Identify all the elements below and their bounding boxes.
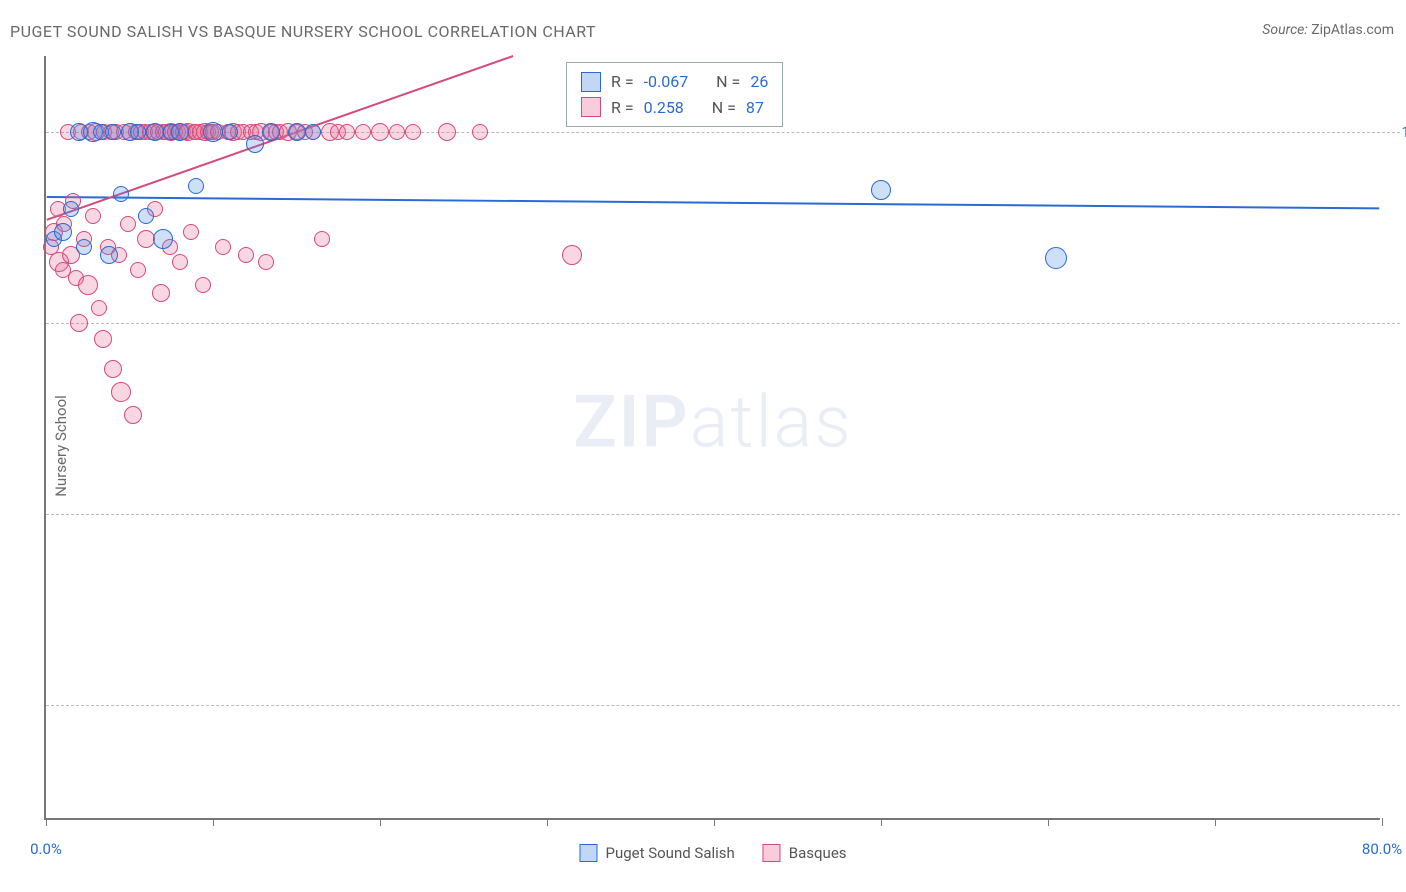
data-point [76,239,92,255]
data-point [188,178,204,194]
stats-r-label: R = [611,69,634,95]
data-point [91,300,107,316]
gridline-h [46,514,1400,515]
data-point [246,135,264,153]
data-point [472,124,488,140]
gridline-h [46,323,1400,324]
stats-r-label: R = [611,95,634,121]
stats-n-label: N = [712,95,736,121]
data-point [78,275,98,295]
data-point [562,245,582,265]
data-point [130,124,146,140]
legend-swatch-pink [763,844,781,862]
y-tick-label: 97.5% [1390,314,1406,332]
data-point [100,246,118,264]
data-point [104,360,122,378]
trend-line [47,197,1380,208]
data-point [171,123,189,141]
data-point [85,208,101,224]
data-point [355,124,371,140]
stats-swatch-blue [581,72,601,92]
x-tick [547,818,548,826]
data-point [138,208,154,224]
legend-item-series2: Basques [763,844,847,862]
stats-n-label: N = [716,69,740,95]
data-point [438,123,456,141]
data-point [111,382,131,402]
data-point [120,216,136,232]
data-point [203,122,223,142]
data-point [70,314,88,332]
data-point [105,124,121,140]
data-point [215,239,231,255]
stats-n-value-1: 26 [750,69,768,95]
data-point [288,123,306,141]
data-point [113,186,129,202]
x-tick [1215,818,1216,826]
data-point [63,201,79,217]
data-point [314,231,330,247]
x-tick [1382,818,1383,826]
source-label: Source: [1262,22,1307,38]
legend-item-series1: Puget Sound Salish [579,844,734,862]
data-point [152,284,170,302]
x-tick [46,818,47,826]
correlation-stats-box: R = -0.067 N = 26 R = 0.258 N = 87 [566,62,783,127]
stats-row-series2: R = 0.258 N = 87 [581,95,768,121]
data-point [262,123,280,141]
x-tick-label: 0.0% [30,840,62,858]
data-point [94,330,112,348]
data-point [871,180,891,200]
data-point [183,224,199,240]
data-point [405,124,421,140]
legend-swatch-blue [579,844,597,862]
source-value: ZipAtlas.com [1311,22,1394,38]
data-point [153,229,173,249]
data-point [371,123,389,141]
stats-r-value-1: -0.067 [644,69,689,95]
x-tick [213,818,214,826]
stats-r-value-2: 0.258 [644,95,684,121]
chart-title: PUGET SOUND SALISH VS BASQUE NURSERY SCH… [10,22,596,41]
stats-n-value-2: 87 [746,95,764,121]
stats-row-series1: R = -0.067 N = 26 [581,69,768,95]
legend-label-1: Puget Sound Salish [605,844,734,862]
watermark: ZIPatlas [573,379,853,464]
watermark-a: ZIP [573,379,689,464]
legend: Puget Sound Salish Basques [579,844,846,862]
data-point [1045,247,1067,269]
data-point [222,124,238,140]
data-point [195,277,211,293]
x-tick [1048,818,1049,826]
data-point [172,254,188,270]
source-attribution: Source: ZipAtlas.com [1262,22,1394,38]
x-tick [714,818,715,826]
legend-label-2: Basques [789,844,847,862]
data-point [54,223,72,241]
y-tick-label: 100.0% [1390,123,1406,141]
data-point [339,124,355,140]
x-tick [380,818,381,826]
data-point [146,123,164,141]
data-point [258,254,274,270]
data-point [389,124,405,140]
y-tick-label: 95.0% [1390,505,1406,523]
data-point [124,406,142,424]
data-point [305,124,321,140]
watermark-b: atlas [690,379,853,464]
stats-swatch-pink [581,97,601,117]
y-tick-label: 92.5% [1390,696,1406,714]
trend-lines [46,56,1380,818]
gridline-h [46,705,1400,706]
data-point [238,247,254,263]
data-point [130,262,146,278]
scatter-plot: ZIPatlas R = -0.067 N = 26 R = 0.258 N =… [44,56,1380,820]
x-tick-label: 80.0% [1362,840,1402,858]
x-tick [881,818,882,826]
